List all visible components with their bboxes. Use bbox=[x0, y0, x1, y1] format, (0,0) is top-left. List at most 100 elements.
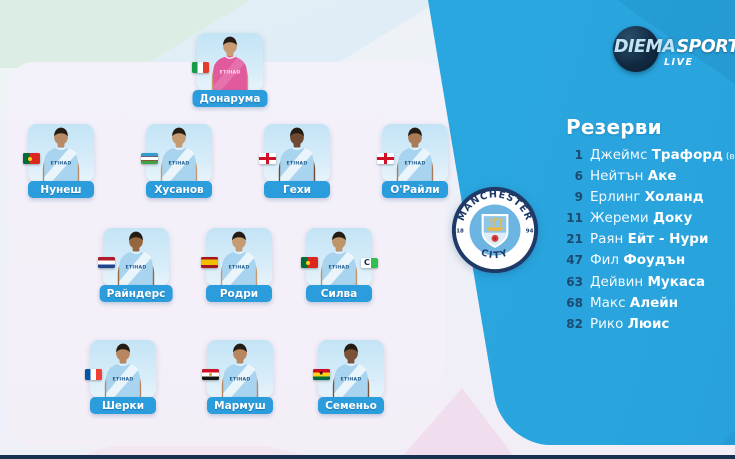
reserve-number: 47 bbox=[566, 253, 583, 268]
player-card: ETIHAD C Силва bbox=[301, 228, 378, 305]
reserve-name: Раян Ейт - Нури bbox=[590, 231, 709, 248]
shirt-sponsor-text: ETIHAD bbox=[220, 70, 241, 76]
reserve-number: 82 bbox=[566, 316, 583, 331]
player-photo: ETIHAD bbox=[141, 124, 212, 182]
player-card: ETIHAD Шерки bbox=[85, 340, 156, 417]
reserve-row: 68 Макс Алейн bbox=[566, 295, 732, 316]
player-card: ETIHAD Райндерс bbox=[98, 228, 173, 305]
reserves-section: Резерви 1 Джеймс Трафорд(вр) 6 Нейтън Ак… bbox=[566, 115, 735, 337]
reserve-row: 47 Фил Фоудън bbox=[566, 252, 732, 273]
player-name: Родри bbox=[206, 285, 272, 302]
player-figure: ETIHAD bbox=[220, 231, 258, 286]
player-card: ETIHAD Донарума bbox=[192, 33, 268, 110]
player-name: Райндерс bbox=[99, 285, 173, 302]
reserve-row: 9 Ерлинг Холанд bbox=[566, 189, 732, 210]
logo-sphere-icon bbox=[613, 26, 659, 72]
shirt-sponsor-text: ETIHAD bbox=[329, 265, 350, 271]
player-figure: ETIHAD bbox=[396, 127, 434, 182]
badge-arc-bottom-text: CITY bbox=[479, 247, 509, 261]
country-flag-icon bbox=[301, 257, 318, 268]
player-name: Гехи bbox=[264, 181, 330, 198]
reserve-row: 11 Жереми Доку bbox=[566, 210, 732, 231]
player-name: Силва bbox=[306, 285, 372, 302]
shirt-sponsor-text: ETIHAD bbox=[126, 265, 147, 271]
player-photo: ETIHAD bbox=[23, 124, 94, 182]
player-photo: ETIHAD C bbox=[301, 228, 378, 286]
reserve-name: Ерлинг Холанд bbox=[590, 189, 704, 206]
shirt-sponsor-text: ETIHAD bbox=[405, 161, 426, 167]
player-name: Семеньо bbox=[318, 397, 384, 414]
country-flag-icon bbox=[201, 257, 218, 268]
player-figure: ETIHAD bbox=[160, 127, 198, 182]
reserve-number: 1 bbox=[574, 148, 583, 162]
reserve-row: 1 Джеймс Трафорд(вр) bbox=[566, 147, 735, 168]
player-name: Хусанов bbox=[146, 181, 212, 198]
player-name: Нунеш bbox=[28, 181, 94, 198]
player-photo: ETIHAD bbox=[202, 340, 273, 398]
country-flag-icon bbox=[98, 257, 115, 268]
player-photo: ETIHAD bbox=[98, 228, 169, 286]
player-name: Донарума bbox=[192, 90, 268, 107]
logo-live-text: LIVE bbox=[664, 57, 694, 68]
svg-text:CITY: CITY bbox=[479, 247, 510, 261]
player-photo: ETIHAD bbox=[85, 340, 156, 398]
reserve-number: 9 bbox=[574, 190, 583, 205]
country-flag-icon bbox=[377, 153, 394, 164]
logo-diema-text: DIEMA bbox=[614, 37, 676, 57]
player-card: ETIHAD Гехи bbox=[259, 124, 330, 201]
bottom-navy-bar bbox=[0, 454, 735, 459]
country-flag-icon bbox=[192, 62, 209, 73]
badge-ship-icon bbox=[486, 217, 504, 232]
reserve-number: 63 bbox=[566, 274, 583, 289]
player-figure: ETIHAD bbox=[320, 231, 358, 286]
logo-wordmark: DIEMASPORT2 bbox=[614, 37, 735, 57]
player-figure: ETIHAD bbox=[42, 127, 80, 182]
player-figure: ETIHAD bbox=[278, 127, 316, 182]
reserve-number: 6 bbox=[574, 169, 583, 184]
reserve-name: Жереми Доку bbox=[590, 210, 693, 227]
player-figure: ETIHAD bbox=[221, 343, 259, 398]
player-card: ETIHAD Нунеш bbox=[23, 124, 94, 201]
shirt-sponsor-text: ETIHAD bbox=[113, 377, 134, 383]
player-photo: ETIHAD bbox=[259, 124, 330, 182]
shirt-sponsor-text: ETIHAD bbox=[287, 161, 308, 167]
player-figure: ETIHAD bbox=[117, 231, 155, 286]
reserves-title: Резерви bbox=[566, 115, 662, 139]
badge-year-left: 18 bbox=[456, 229, 464, 235]
logo-sport-text: SPORT bbox=[676, 37, 735, 57]
country-flag-icon bbox=[85, 369, 102, 380]
reserve-name: Макс Алейн bbox=[590, 294, 679, 311]
reserve-number: 11 bbox=[566, 211, 583, 226]
reserve-name: Дейвин Мукаса bbox=[590, 273, 706, 290]
country-flag-icon bbox=[202, 369, 219, 380]
reserve-name: Джеймс Трафорд(вр) bbox=[590, 147, 735, 163]
captain-badge: C bbox=[361, 258, 378, 268]
shirt-sponsor-text: ETIHAD bbox=[230, 377, 251, 383]
reserves-list: 1 Джеймс Трафорд(вр) 6 Нейтън Аке 9 Ерли… bbox=[566, 147, 735, 337]
reserve-name: Фил Фоудън bbox=[590, 252, 686, 269]
player-card: ETIHAD Мармуш bbox=[202, 340, 273, 417]
shirt-sponsor-text: ETIHAD bbox=[229, 265, 250, 271]
country-flag-icon bbox=[313, 369, 330, 380]
reserve-row: 6 Нейтън Аке bbox=[566, 168, 732, 189]
reserve-row: 82 Рико Люис bbox=[566, 316, 732, 337]
shirt-sponsor-text: ETIHAD bbox=[51, 161, 72, 167]
diema-sport-logo: DIEMASPORT2 LIVE bbox=[605, 24, 735, 76]
player-figure: ETIHAD bbox=[211, 36, 249, 91]
reserve-name: Рико Люис bbox=[590, 315, 670, 332]
shirt-sponsor-text: ETIHAD bbox=[169, 161, 190, 167]
captain-letter: C bbox=[364, 258, 370, 267]
player-name: О'Райли bbox=[382, 181, 448, 198]
player-card: ETIHAD Хусанов bbox=[141, 124, 212, 201]
shirt-sponsor-text: ETIHAD bbox=[341, 377, 362, 383]
player-photo: ETIHAD bbox=[201, 228, 272, 286]
reserve-number: 21 bbox=[566, 232, 583, 247]
badge-year-right: 94 bbox=[526, 229, 534, 235]
reserve-number: 68 bbox=[566, 295, 583, 310]
player-photo: ETIHAD bbox=[192, 33, 263, 91]
player-card: ETIHAD Семеньо bbox=[313, 340, 384, 417]
